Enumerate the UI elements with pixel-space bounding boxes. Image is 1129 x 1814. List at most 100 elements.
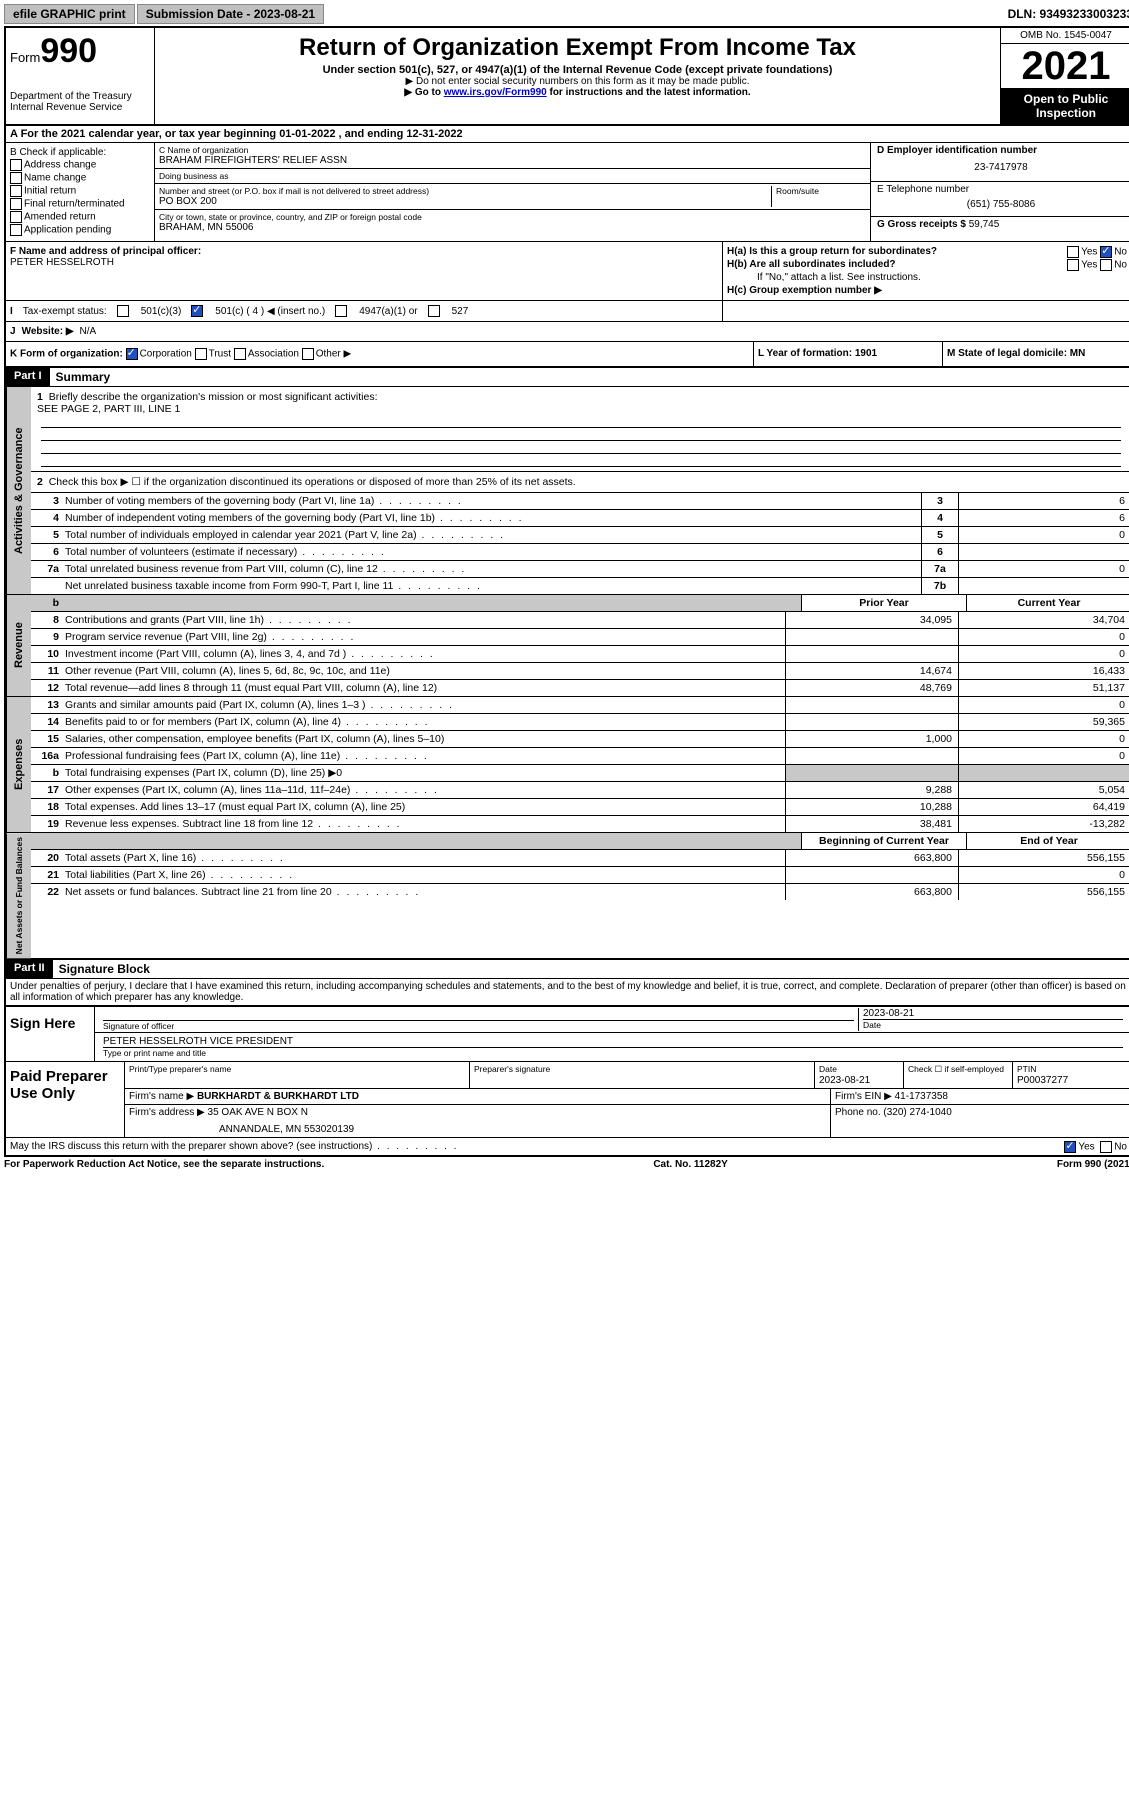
line21-curr: 0 bbox=[958, 867, 1129, 883]
cb-discuss-no[interactable] bbox=[1100, 1141, 1112, 1153]
cb-4947[interactable] bbox=[335, 305, 347, 317]
section-bcdeg: B Check if applicable: Address change Na… bbox=[6, 143, 1129, 242]
column-c: C Name of organization BRAHAM FIREFIGHTE… bbox=[155, 143, 1129, 241]
cb-501c3[interactable] bbox=[117, 305, 129, 317]
goto-post: for instructions and the latest informat… bbox=[547, 87, 751, 98]
line15-text: Salaries, other compensation, employee b… bbox=[61, 731, 785, 747]
k-label: K Form of organization: bbox=[10, 349, 123, 360]
cb-application-pending[interactable]: Application pending bbox=[10, 224, 150, 236]
firm-phone-label: Phone no. bbox=[835, 1107, 881, 1118]
cb-amended-return[interactable]: Amended return bbox=[10, 211, 150, 223]
cb-name-change[interactable]: Name change bbox=[10, 172, 150, 184]
line20-curr: 556,155 bbox=[958, 850, 1129, 866]
m-block: M State of legal domicile: MN bbox=[943, 342, 1129, 366]
tab-expenses: Expenses bbox=[6, 697, 31, 832]
line11-curr: 16,433 bbox=[958, 663, 1129, 679]
line9-text: Program service revenue (Part VIII, line… bbox=[61, 629, 785, 645]
tab-activities: Activities & Governance bbox=[6, 387, 31, 594]
ha-yes[interactable]: Yes bbox=[1081, 247, 1097, 258]
cb-initial-return[interactable]: Initial return bbox=[10, 185, 150, 197]
cb-final-return[interactable]: Final return/terminated bbox=[10, 198, 150, 210]
prep-selfemp[interactable]: Check ☐ if self-employed bbox=[908, 1064, 1004, 1074]
line16a-prior bbox=[785, 748, 958, 764]
line16b-text: Total fundraising expenses (Part IX, col… bbox=[61, 765, 785, 781]
line22-curr: 556,155 bbox=[958, 884, 1129, 900]
ha-no[interactable]: No bbox=[1114, 247, 1127, 258]
cb-corporation[interactable] bbox=[126, 348, 138, 360]
line14-prior bbox=[785, 714, 958, 730]
hb-no[interactable]: No bbox=[1114, 260, 1127, 271]
hb-yes[interactable]: Yes bbox=[1081, 260, 1097, 271]
ein-value: 23-7417978 bbox=[877, 156, 1125, 179]
line4-text: Number of independent voting members of … bbox=[61, 510, 921, 526]
k-corp: Corporation bbox=[140, 349, 192, 360]
part1-header-row: Part I Summary bbox=[6, 368, 1129, 387]
cb-501c[interactable] bbox=[191, 305, 203, 317]
line16b-curr bbox=[958, 765, 1129, 781]
line13-text: Grants and similar amounts paid (Part IX… bbox=[61, 697, 785, 713]
footer-left: For Paperwork Reduction Act Notice, see … bbox=[4, 1159, 324, 1170]
part1-hdr: Part I bbox=[6, 368, 50, 386]
irs-link[interactable]: www.irs.gov/Form990 bbox=[444, 87, 547, 98]
q2-block: 2 Check this box ▶ ☐ if the organization… bbox=[31, 471, 1129, 492]
column-b-checkboxes: B Check if applicable: Address change Na… bbox=[6, 143, 155, 241]
line19-curr: -13,282 bbox=[958, 816, 1129, 832]
cb-trust[interactable] bbox=[195, 348, 207, 360]
irs-label: Internal Revenue Service bbox=[10, 102, 150, 113]
officer-name: PETER HESSELROTH bbox=[10, 257, 114, 268]
prep-name-label: Print/Type preparer's name bbox=[129, 1064, 231, 1074]
expenses-section: Expenses 13Grants and similar amounts pa… bbox=[6, 697, 1129, 833]
sig-date-label: Date bbox=[863, 1019, 1123, 1030]
section-klm: K Form of organization: Corporation Trus… bbox=[6, 342, 1129, 368]
room-label: Room/suite bbox=[776, 186, 866, 196]
line9-curr: 0 bbox=[958, 629, 1129, 645]
cb-address-change[interactable]: Address change bbox=[10, 159, 150, 171]
sig-officer-label: Signature of officer bbox=[103, 1020, 854, 1031]
line9-prior bbox=[785, 629, 958, 645]
ha-label: H(a) Is this a group return for subordin… bbox=[727, 246, 937, 257]
gross-receipts: 59,745 bbox=[969, 219, 1000, 230]
cb-association[interactable] bbox=[234, 348, 246, 360]
k-assoc: Association bbox=[248, 349, 299, 360]
c-name-label: C Name of organization bbox=[159, 145, 866, 155]
line16b-prior bbox=[785, 765, 958, 781]
section-i: I Tax-exempt status: 501(c)(3) 501(c) ( … bbox=[6, 301, 1129, 322]
section-fh: F Name and address of principal officer:… bbox=[6, 242, 1129, 301]
line21-text: Total liabilities (Part X, line 26) bbox=[61, 867, 785, 883]
firm-ein: 41-1737358 bbox=[895, 1091, 948, 1102]
paid-preparer-label: Paid Preparer Use Only bbox=[6, 1062, 125, 1137]
b-title: B Check if applicable: bbox=[10, 147, 150, 158]
line3-val: 6 bbox=[958, 493, 1129, 509]
name-address-block: C Name of organization BRAHAM FIREFIGHTE… bbox=[155, 143, 871, 241]
line17-curr: 5,054 bbox=[958, 782, 1129, 798]
line13-prior bbox=[785, 697, 958, 713]
submission-date-button[interactable]: Submission Date - 2023-08-21 bbox=[137, 4, 324, 24]
prep-sig-label: Preparer's signature bbox=[474, 1064, 550, 1074]
firm-name: BURKHARDT & BURKHARDT LTD bbox=[197, 1091, 359, 1102]
i-501c: 501(c) ( 4 ) ◀ (insert no.) bbox=[215, 306, 325, 317]
line8-text: Contributions and grants (Part VIII, lin… bbox=[61, 612, 785, 628]
line15-prior: 1,000 bbox=[785, 731, 958, 747]
header-left: Form990 Department of the Treasury Inter… bbox=[6, 28, 155, 124]
form-subtitle: Under section 501(c), 527, or 4947(a)(1)… bbox=[159, 64, 996, 76]
penalties-text: Under penalties of perjury, I declare th… bbox=[6, 979, 1129, 1005]
line11-text: Other revenue (Part VIII, column (A), li… bbox=[61, 663, 785, 679]
efile-button[interactable]: efile GRAPHIC print bbox=[4, 4, 135, 24]
firm-phone: (320) 274-1040 bbox=[883, 1107, 951, 1118]
form-number: 990 bbox=[40, 32, 97, 70]
l-label: L Year of formation: 1901 bbox=[758, 348, 877, 359]
line7a-text: Total unrelated business revenue from Pa… bbox=[61, 561, 921, 577]
cb-other[interactable] bbox=[302, 348, 314, 360]
row-a-text: A For the 2021 calendar year, or tax yea… bbox=[10, 128, 463, 140]
line6-val bbox=[958, 544, 1129, 560]
phone-value: (651) 755-8086 bbox=[877, 195, 1125, 214]
cb-527[interactable] bbox=[428, 305, 440, 317]
firm-addr-label: Firm's address ▶ bbox=[129, 1107, 205, 1118]
cb-discuss-yes[interactable] bbox=[1064, 1141, 1076, 1153]
i-527: 527 bbox=[452, 306, 469, 317]
part2-header-row: Part II Signature Block bbox=[6, 960, 1129, 979]
paid-preparer-block: Paid Preparer Use Only Print/Type prepar… bbox=[6, 1062, 1129, 1138]
line5-val: 0 bbox=[958, 527, 1129, 543]
warn-ssn: ▶ Do not enter social security numbers o… bbox=[159, 76, 996, 87]
form-header: Form990 Department of the Treasury Inter… bbox=[6, 28, 1129, 126]
